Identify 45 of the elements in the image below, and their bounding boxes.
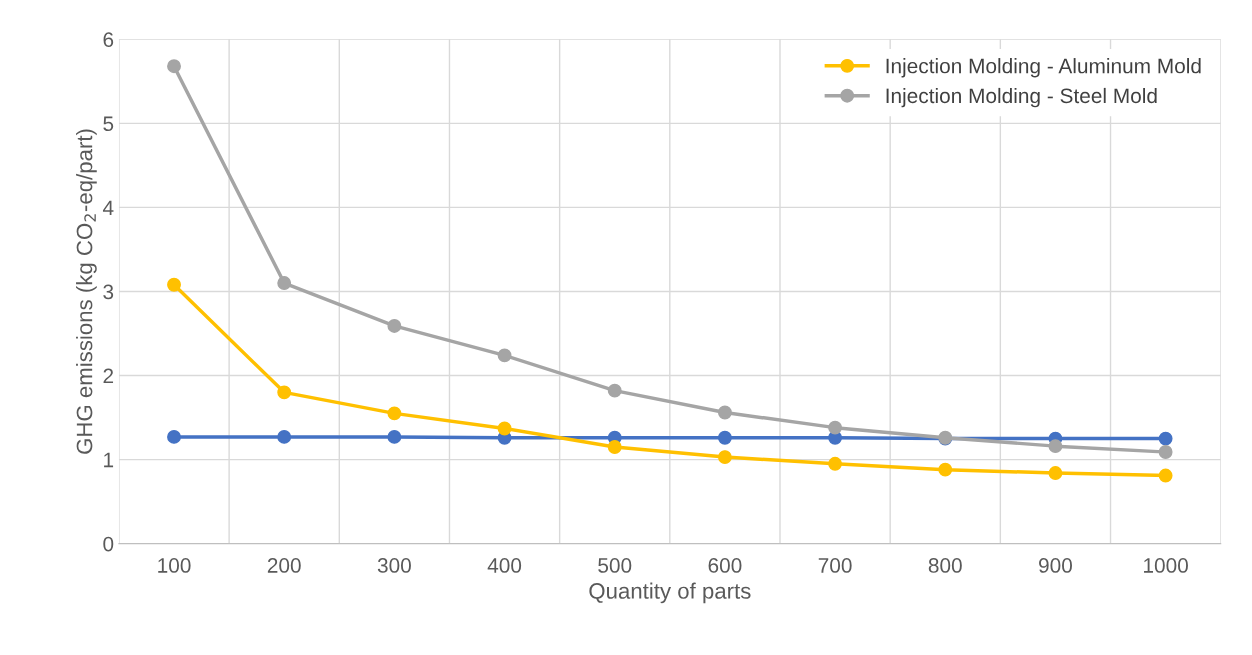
point xyxy=(938,462,953,477)
x-tick-label: 500 xyxy=(598,558,632,573)
point xyxy=(167,277,181,292)
y-tick-label: 4 xyxy=(102,200,114,215)
y-tick-label: 5 xyxy=(103,116,114,132)
point xyxy=(167,429,181,444)
point xyxy=(277,276,292,291)
y-tick-label: 6 xyxy=(103,32,114,48)
point xyxy=(717,450,732,465)
point xyxy=(277,429,292,444)
legend-label: Injection Molding - Aluminum Mold xyxy=(886,58,1201,78)
x-tick-label: 900 xyxy=(1039,558,1072,573)
point xyxy=(277,385,292,400)
point xyxy=(387,318,402,333)
y-tick-label: 3 xyxy=(103,284,114,300)
x-tick-label: 100 xyxy=(158,558,191,573)
x-tick-label: 200 xyxy=(267,558,301,573)
point xyxy=(828,420,843,435)
x-tick-label: 700 xyxy=(818,558,852,573)
x-tick-label: 800 xyxy=(928,558,962,573)
y-tick-label: 1 xyxy=(104,452,114,468)
point xyxy=(387,406,402,421)
point xyxy=(167,59,181,74)
point xyxy=(1048,439,1063,454)
point xyxy=(828,456,843,471)
y-tick-label: 0 xyxy=(103,536,114,552)
point xyxy=(387,429,402,444)
legend-label: Injection Molding - Steel Mold xyxy=(886,87,1157,108)
x-tick-label: 300 xyxy=(377,558,411,573)
y-tick-label: 2 xyxy=(103,368,114,384)
point xyxy=(1158,431,1173,446)
y-axis-title: GHG emissions (kg CO$_{2}$-eq/part) xyxy=(76,129,97,454)
point xyxy=(1158,445,1173,459)
x-tick-label: 400 xyxy=(487,558,522,573)
x-axis-title: Quantity of parts xyxy=(589,582,751,604)
point xyxy=(717,405,732,420)
point xyxy=(607,383,622,398)
point xyxy=(497,348,512,363)
point xyxy=(717,430,732,445)
x-tick-label: 1000 xyxy=(1144,558,1188,573)
point xyxy=(1158,468,1173,483)
point xyxy=(607,440,622,454)
point xyxy=(1048,466,1063,480)
x-tick-label: 600 xyxy=(708,558,742,573)
point xyxy=(497,421,512,436)
